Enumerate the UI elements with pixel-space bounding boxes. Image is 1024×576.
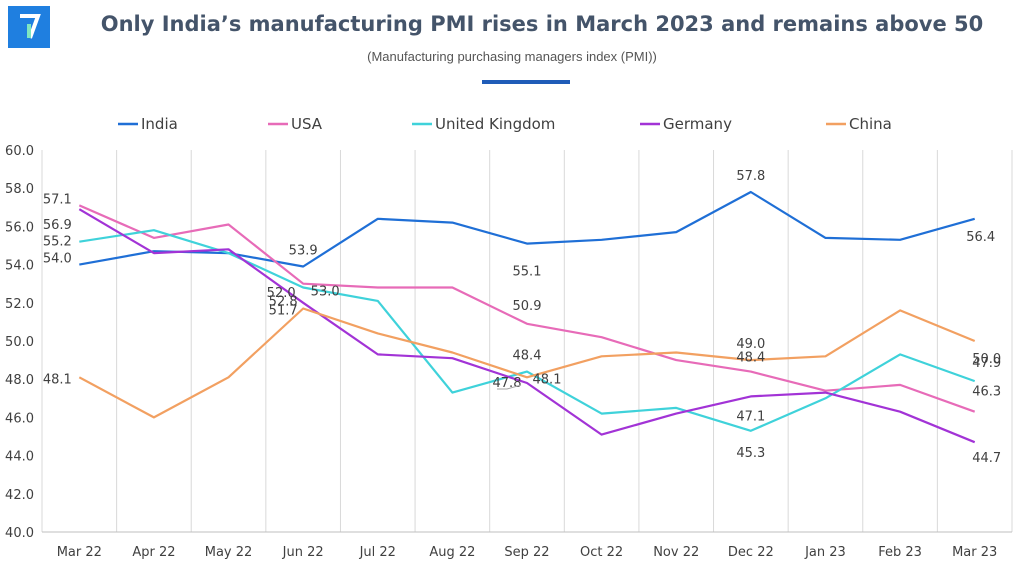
series-line-usa [78, 204, 976, 413]
data-label: 53.0 [311, 285, 340, 300]
x-tick-label: Apr 22 [132, 545, 175, 560]
data-label: 50.0 [972, 352, 1001, 367]
x-tick-label: Oct 22 [580, 545, 623, 560]
data-label: 49.0 [736, 337, 765, 352]
data-label: 56.9 [43, 218, 72, 233]
series-line-united-kingdom [79, 229, 976, 432]
y-tick-label: 46.0 [5, 411, 34, 426]
data-label: 45.3 [736, 446, 765, 461]
y-tick-label: 42.0 [5, 488, 34, 503]
data-label: 55.2 [43, 235, 72, 250]
legend-label: China [849, 115, 892, 133]
x-tick-label: Jan 23 [804, 545, 846, 560]
data-label: 44.7 [972, 451, 1001, 466]
data-label: 48.4 [513, 349, 542, 364]
series-line-india [79, 190, 975, 268]
y-tick-label: 50.0 [5, 335, 34, 350]
y-tick-label: 58.0 [5, 182, 34, 197]
x-tick-label: Sep 22 [504, 545, 549, 560]
data-label: 46.3 [972, 385, 1001, 400]
brand-logo-icon [20, 14, 41, 39]
x-tick-label: Aug 22 [429, 545, 475, 560]
chart-subtitle: (Manufacturing purchasing managers index… [367, 49, 657, 64]
x-tick-label: Nov 22 [653, 545, 699, 560]
data-label: 51.7 [269, 304, 298, 319]
data-label: 50.9 [513, 299, 542, 314]
data-label: 48.4 [736, 351, 765, 366]
series-line-china [78, 307, 976, 419]
y-tick-label: 52.0 [5, 297, 34, 312]
data-label: 55.1 [513, 265, 542, 280]
data-label: 47.9 [972, 356, 1001, 371]
legend-label: India [141, 115, 178, 133]
x-tick-label: Dec 22 [728, 545, 774, 560]
leader-line [497, 384, 522, 390]
legend-label: USA [291, 115, 323, 133]
data-label: 48.1 [533, 372, 562, 387]
legend-label: Germany [663, 115, 732, 133]
y-tick-label: 56.0 [5, 220, 34, 235]
y-tick-label: 48.0 [5, 373, 34, 388]
y-tick-label: 54.0 [5, 259, 34, 274]
x-tick-label: Jul 22 [359, 545, 396, 560]
data-label: 48.1 [43, 372, 72, 387]
series-line-germany [78, 208, 976, 444]
data-label: 54.0 [43, 252, 72, 267]
chart-title: Only India’s manufacturing PMI rises in … [100, 12, 984, 36]
x-tick-label: May 22 [205, 545, 253, 560]
data-label: 47.1 [736, 409, 765, 424]
brand-logo [8, 6, 50, 48]
data-label: 57.1 [43, 192, 72, 207]
data-label: 57.8 [736, 169, 765, 184]
x-tick-label: Mar 22 [57, 545, 102, 560]
title-underline [482, 80, 570, 84]
legend-label: United Kingdom [435, 115, 555, 133]
x-tick-label: Mar 23 [952, 545, 997, 560]
y-tick-label: 44.0 [5, 450, 34, 465]
y-tick-label: 40.0 [5, 526, 34, 541]
x-tick-label: Feb 23 [878, 545, 922, 560]
data-label: 56.4 [966, 230, 995, 245]
data-label: 53.9 [289, 244, 318, 259]
y-tick-label: 60.0 [5, 144, 34, 159]
data-label: 52.8 [269, 295, 298, 310]
data-label: 52.0 [267, 286, 296, 301]
x-tick-label: Jun 22 [282, 545, 324, 560]
